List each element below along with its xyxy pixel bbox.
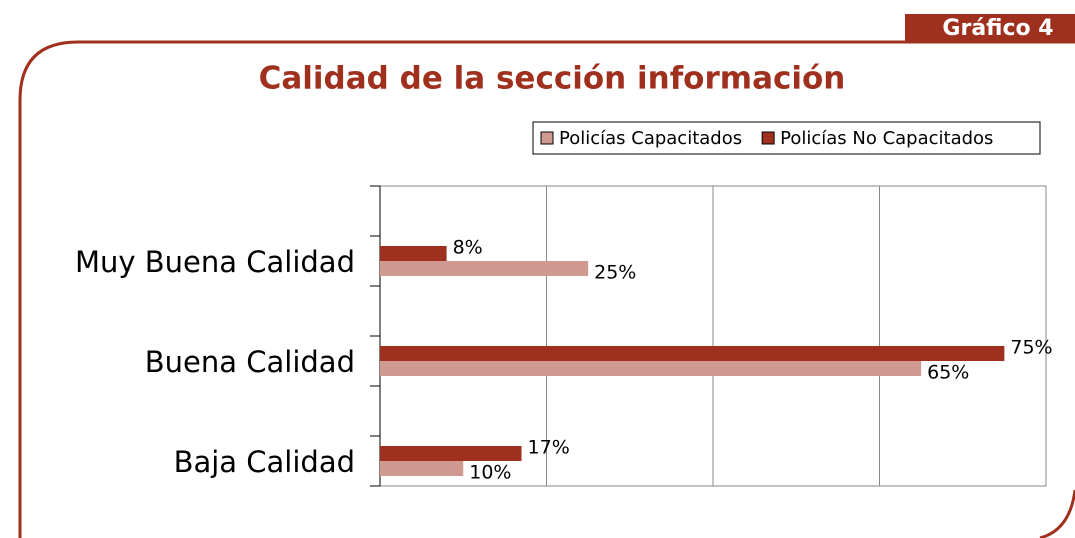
bar: [380, 446, 522, 461]
legend-swatch: [761, 131, 775, 145]
legend-label: Policías Capacitados: [559, 128, 742, 149]
header-tag: Gráfico 4: [942, 16, 1053, 41]
value-label: 10%: [469, 462, 511, 484]
value-label: 25%: [594, 262, 636, 284]
frame: [18, 40, 1075, 538]
bar: [380, 346, 1005, 361]
value-label: 75%: [1010, 337, 1052, 359]
frame-corner: [1039, 489, 1075, 538]
value-label: 65%: [927, 362, 969, 384]
bar: [380, 261, 589, 276]
y-tick-label: Buena Calidad: [145, 345, 355, 379]
header-tag-box: [905, 14, 1075, 42]
y-tick-label: Baja Calidad: [174, 445, 355, 479]
y-tick-label: Muy Buena Calidad: [75, 245, 355, 279]
legend-box: [532, 121, 1041, 155]
value-label: 17%: [528, 437, 570, 459]
legend-label: Policías No Capacitados: [780, 128, 993, 149]
bar: [380, 246, 447, 261]
bar: [380, 361, 922, 376]
value-label: 8%: [453, 237, 483, 259]
chart-title: Calidad de la sección información: [259, 61, 846, 97]
legend-swatch: [540, 131, 554, 145]
bar: [380, 461, 464, 476]
